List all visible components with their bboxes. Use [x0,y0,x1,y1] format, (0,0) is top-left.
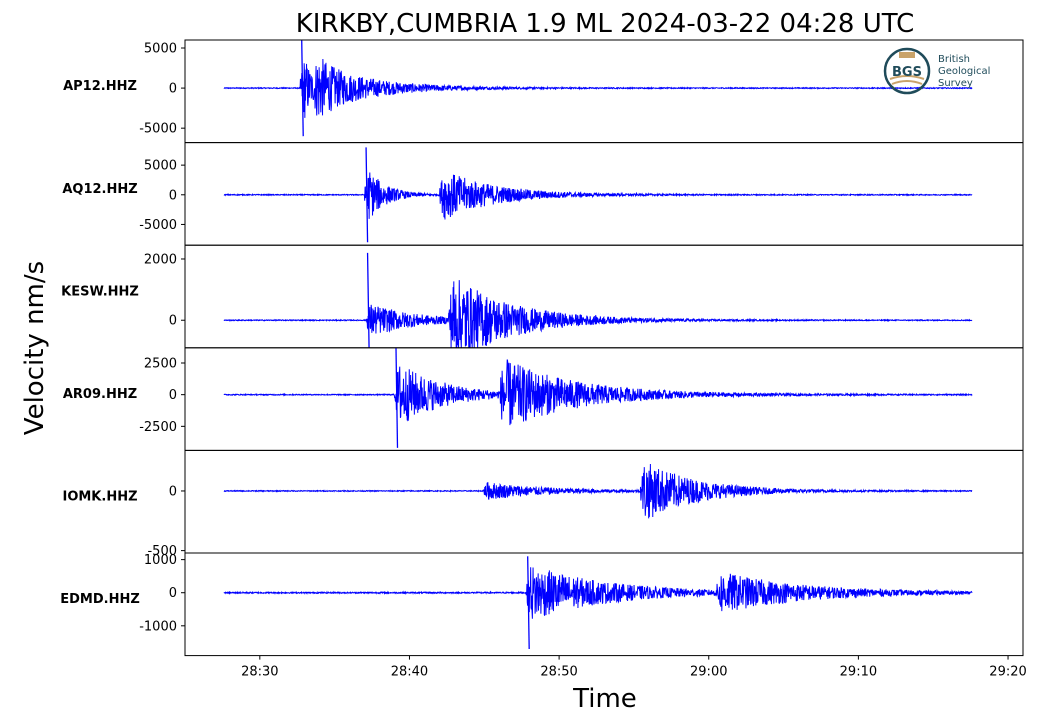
trace-panel: 5000 0 -5000 AP12.HHZ [63,39,1024,144]
x-axis-label: Time [572,684,637,714]
arrival-spike [301,40,304,137]
x-tick-label: 29:10 [840,665,877,680]
trace-panel: 1000 0 -1000 EDMD.HHZ [60,552,1024,657]
waveform-trace [223,280,973,348]
waveform-trace [223,172,973,220]
y-tick-label: 2000 [144,252,177,267]
y-tick-label: 0 [169,388,177,403]
y-tick-label: 5000 [144,42,177,57]
arrival-spike [365,147,369,243]
logo-ring [883,47,931,95]
y-tick-label: -2500 [139,420,177,435]
logo-text-line: Survey [938,78,973,89]
panels-group: 50000-5000AP12.HHZ50000-5000AQ12.HHZ2000… [60,39,1024,657]
panel-frame [184,244,1024,349]
y-tick-label: -500 [147,544,177,559]
trace-panel: 2000 0 KESW.HHZ [61,244,1024,349]
x-tick-label: 29:00 [690,665,727,680]
station-label: KESW.HHZ [61,284,139,299]
logo-text-line: British [938,54,970,65]
y-tick-label: 0 [169,188,177,203]
x-tick-label: 28:40 [391,665,428,680]
y-tick-label: -5000 [139,122,177,137]
logo-wave [891,80,923,85]
x-tick-label: 29:20 [989,665,1026,680]
y-tick-label: 1000 [144,553,177,568]
chart-title: KIRKBY,CUMBRIA 1.9 ML 2024-03-22 04:28 U… [296,9,915,39]
x-tick-label: 28:30 [241,665,278,680]
y-tick-label: 5000 [144,159,177,174]
panel-frame [184,552,1024,657]
logo-abbr: BGS [892,65,922,80]
panel-frame [184,449,1024,554]
station-label: EDMD.HHZ [60,592,140,607]
y-tick-label: 0 [169,586,177,601]
x-axis: 28:30 28:40 28:50 29:00 29:10 29:20 [241,655,1027,680]
waveform-trace [223,567,973,619]
y-tick-label: 0 [169,82,177,97]
waveform-trace [223,59,973,118]
logo-wave [889,75,925,80]
y-tick-label: 2500 [144,357,177,372]
waveform-trace [223,464,973,519]
trace-panel: 0 -500 IOMK.HHZ [62,449,1024,559]
station-label: AQ12.HHZ [62,182,137,197]
arrival-spike [527,556,530,649]
x-tick-label: 28:50 [540,665,577,680]
y-tick-label: 0 [169,484,177,499]
waveform-trace [223,359,973,426]
y-axis-label: Velocity nm/s [20,261,50,435]
trace-panel: 2500 0 -2500 AR09.HHZ [63,347,1024,451]
y-tick-label: 0 [169,314,177,329]
arrival-spike [395,347,399,448]
logo-text-line: Geological [938,66,990,77]
trace-panel: 5000 0 -5000 AQ12.HHZ [62,142,1024,246]
arrival-spike [366,252,370,348]
station-label: IOMK.HHZ [62,490,137,505]
station-label: AR09.HHZ [63,387,137,402]
station-label: AP12.HHZ [63,79,137,94]
y-tick-label: -5000 [139,218,177,233]
crown-icon [899,52,915,58]
y-tick-label: -1000 [139,619,177,634]
